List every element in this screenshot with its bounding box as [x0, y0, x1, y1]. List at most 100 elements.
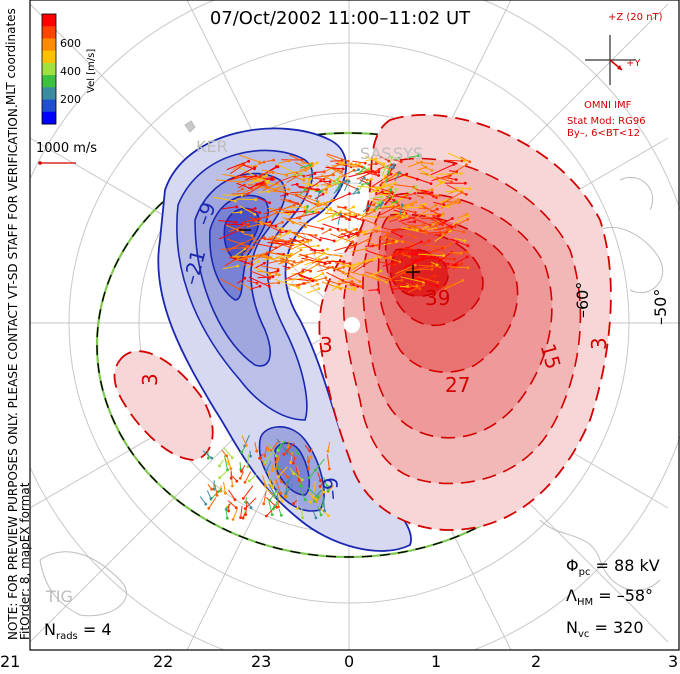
velocity-vector-origin: [442, 203, 446, 207]
velocity-vector-origin: [231, 484, 234, 488]
velocity-vector-origin: [415, 228, 419, 232]
velocity-vector-origin: [254, 174, 257, 178]
velocity-vector-origin: [437, 214, 440, 218]
velocity-vector-origin: [416, 154, 420, 158]
velocity-vector-origin: [441, 212, 445, 216]
velocity-vector-origin: [405, 214, 409, 218]
velocity-vector-origin: [413, 211, 417, 214]
velocity-vector-origin: [349, 162, 353, 166]
vector-scale-arrow: [38, 161, 76, 165]
mlt-label-0: 0: [344, 652, 355, 671]
velocity-vector-origin: [290, 252, 293, 256]
velocity-vector-origin: [296, 507, 299, 510]
velocity-vector-origin: [313, 251, 317, 255]
velocity-vector: [232, 163, 243, 171]
velocity-vector: [378, 237, 394, 244]
velocity-vector-origin: [269, 177, 273, 181]
velocity-vector: [401, 227, 418, 231]
velocity-vector: [248, 276, 270, 287]
velocity-vector-origin: [425, 230, 428, 234]
velocity-vector-origin: [420, 254, 424, 257]
velocity-vector-origin: [239, 516, 243, 519]
velocity-vector-origin: [322, 251, 326, 255]
velocity-vector: [301, 257, 326, 264]
velocity-vector: [295, 194, 318, 206]
velocity-vector: [417, 166, 426, 171]
velocity-vector-origin: [265, 514, 268, 518]
velocity-vector: [362, 256, 381, 262]
velocity-vector: [315, 252, 325, 260]
velocity-vector-origin: [240, 450, 244, 454]
velocity-vector-origin: [392, 239, 395, 243]
velocity-vector: [326, 153, 349, 162]
velocity-vector: [294, 193, 319, 203]
velocity-vector-origin: [325, 188, 328, 191]
velocity-vector: [254, 243, 277, 249]
velocity-vector-origin: [317, 257, 321, 261]
velocity-vector-origin: [326, 247, 329, 251]
velocity-vector: [238, 166, 258, 178]
velocity-vector-origin: [233, 498, 237, 502]
velocity-vector-origin: [309, 194, 312, 198]
velocity-vector-origin: [350, 280, 354, 283]
velocity-vector: [441, 226, 465, 233]
velocity-vector: [307, 491, 317, 500]
velocity-vector-origin: [244, 500, 248, 504]
velocity-vector: [295, 162, 308, 170]
velocity-vector-origin: [435, 207, 439, 211]
velocity-vector-origin: [378, 255, 382, 259]
velocity-vector: [449, 238, 468, 247]
velocity-vector-origin: [204, 502, 208, 506]
velocity-vector: [315, 192, 321, 203]
velocity-vector-origin: [324, 276, 328, 280]
velocity-vector: [416, 276, 438, 283]
n-vc-label: Nvc = 320: [566, 618, 644, 641]
velocity-vector-origin: [270, 483, 273, 487]
velocity-vector: [240, 282, 251, 289]
velocity-vector: [307, 487, 319, 498]
velocity-vector: [306, 288, 320, 294]
velocity-vector-origin: [306, 205, 309, 208]
velocity-vector: [338, 268, 361, 283]
velocity-vector-origin: [315, 184, 319, 187]
velocity-vector-origin: [375, 274, 379, 277]
velocity-vector: [223, 481, 226, 494]
velocity-vector-origin: [387, 159, 391, 163]
velocity-vector-origin: [453, 225, 457, 229]
velocity-vector-origin: [411, 252, 415, 256]
velocity-vector-origin: [267, 448, 270, 452]
velocity-vector: [387, 189, 392, 199]
velocity-vector-origin: [408, 247, 412, 251]
velocity-vector: [383, 227, 395, 232]
velocity-vector-origin: [276, 449, 280, 452]
velocity-vector-origin: [268, 499, 272, 502]
velocity-vector-origin: [389, 188, 392, 192]
velocity-vector-origin: [463, 159, 467, 163]
potential-max-marker: [406, 265, 420, 279]
velocity-vector: [237, 277, 246, 284]
velocity-vector: [218, 220, 236, 223]
velocity-vector: [335, 214, 355, 217]
velocity-vector: [295, 467, 300, 481]
velocity-vector: [317, 472, 321, 481]
velocity-vector-origin: [447, 176, 450, 180]
velocity-vector-origin: [306, 190, 309, 194]
velocity-vector-origin: [275, 181, 279, 185]
fit-order-note: FitOrder: 8, mapEX format: [18, 482, 32, 640]
mlt-label-22: 22: [153, 652, 174, 671]
velocity-vector-origin: [362, 176, 366, 180]
velocity-vector: [276, 438, 286, 450]
colorbar-segment: [42, 62, 56, 76]
velocity-vector: [334, 262, 360, 270]
velocity-vector: [334, 262, 351, 264]
velocity-vector-origin: [332, 173, 335, 177]
velocity-vector-origin: [285, 452, 289, 456]
velocity-vector-origin: [262, 502, 266, 506]
svg-text:200: 200: [60, 93, 81, 106]
velocity-vector: [274, 278, 299, 289]
velocity-vector-origin: [321, 227, 324, 231]
velocity-vector-origin: [380, 190, 384, 194]
velocity-vector-origin: [408, 255, 411, 258]
velocity-vector-origin: [339, 210, 342, 214]
velocity-vector-origin: [433, 274, 437, 277]
